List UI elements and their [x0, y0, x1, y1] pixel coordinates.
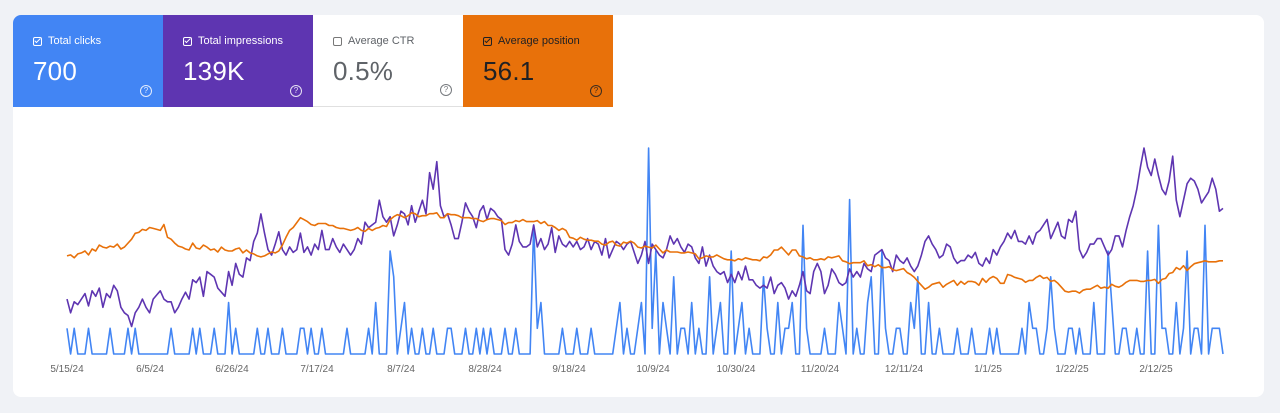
series-line-total-clicks	[66, 147, 1224, 355]
series-line-total-impressions	[66, 147, 1224, 328]
x-tick-label: 2/12/25	[1139, 364, 1173, 375]
x-tick-label: 8/28/24	[468, 364, 502, 375]
x-tick-label: 11/20/24	[801, 364, 840, 375]
checkbox-icon[interactable]	[483, 36, 492, 46]
card-value: 56.1	[483, 56, 535, 86]
card-label: Average CTR	[348, 35, 415, 47]
x-tick-label: 6/26/24	[215, 364, 249, 375]
metric-cards: Total clicks 700 ? Total impressions 139…	[13, 15, 613, 107]
x-tick-label: 5/15/24	[50, 364, 84, 375]
card-total-clicks[interactable]: Total clicks 700 ?	[13, 15, 163, 107]
x-tick-label: 1/1/25	[974, 364, 1002, 375]
x-tick-label: 6/5/24	[136, 364, 164, 375]
checkbox-icon[interactable]	[33, 36, 42, 46]
card-value: 0.5%	[333, 56, 394, 86]
card-average-ctr[interactable]: Average CTR 0.5% ?	[313, 15, 463, 107]
card-average-position[interactable]: Average position 56.1 ?	[463, 15, 613, 107]
card-value: 700	[33, 56, 77, 86]
question-circle-icon[interactable]: ?	[290, 85, 302, 97]
x-tick-label: 1/22/25	[1055, 364, 1089, 375]
x-tick-label: 8/7/24	[387, 364, 415, 375]
x-tick-label: 12/11/24	[885, 364, 924, 375]
performance-line-chart: 5/15/24 6/5/24 6/26/24 7/17/24 8/7/24 8/28/24…	[50, 147, 1224, 375]
card-label: Total impressions	[198, 35, 283, 47]
card-label: Average position	[498, 35, 580, 47]
x-tick-label: 7/17/24	[300, 364, 334, 375]
x-tick-label: 9/18/24	[552, 364, 586, 375]
x-tick-label: 10/30/24	[717, 364, 756, 375]
card-value: 139K	[183, 56, 245, 86]
x-tick-label: 10/9/24	[636, 364, 670, 375]
card-label: Total clicks	[48, 35, 102, 47]
question-circle-icon[interactable]: ?	[440, 84, 452, 96]
question-circle-icon[interactable]: ?	[590, 85, 602, 97]
checkbox-icon[interactable]	[333, 36, 342, 46]
performance-panel: Total clicks 700 ? Total impressions 139…	[13, 15, 1264, 397]
checkbox-icon[interactable]	[183, 36, 192, 46]
series-line-average-position	[66, 212, 1223, 294]
card-total-impressions[interactable]: Total impressions 139K ?	[163, 15, 313, 107]
question-circle-icon[interactable]: ?	[140, 85, 152, 97]
